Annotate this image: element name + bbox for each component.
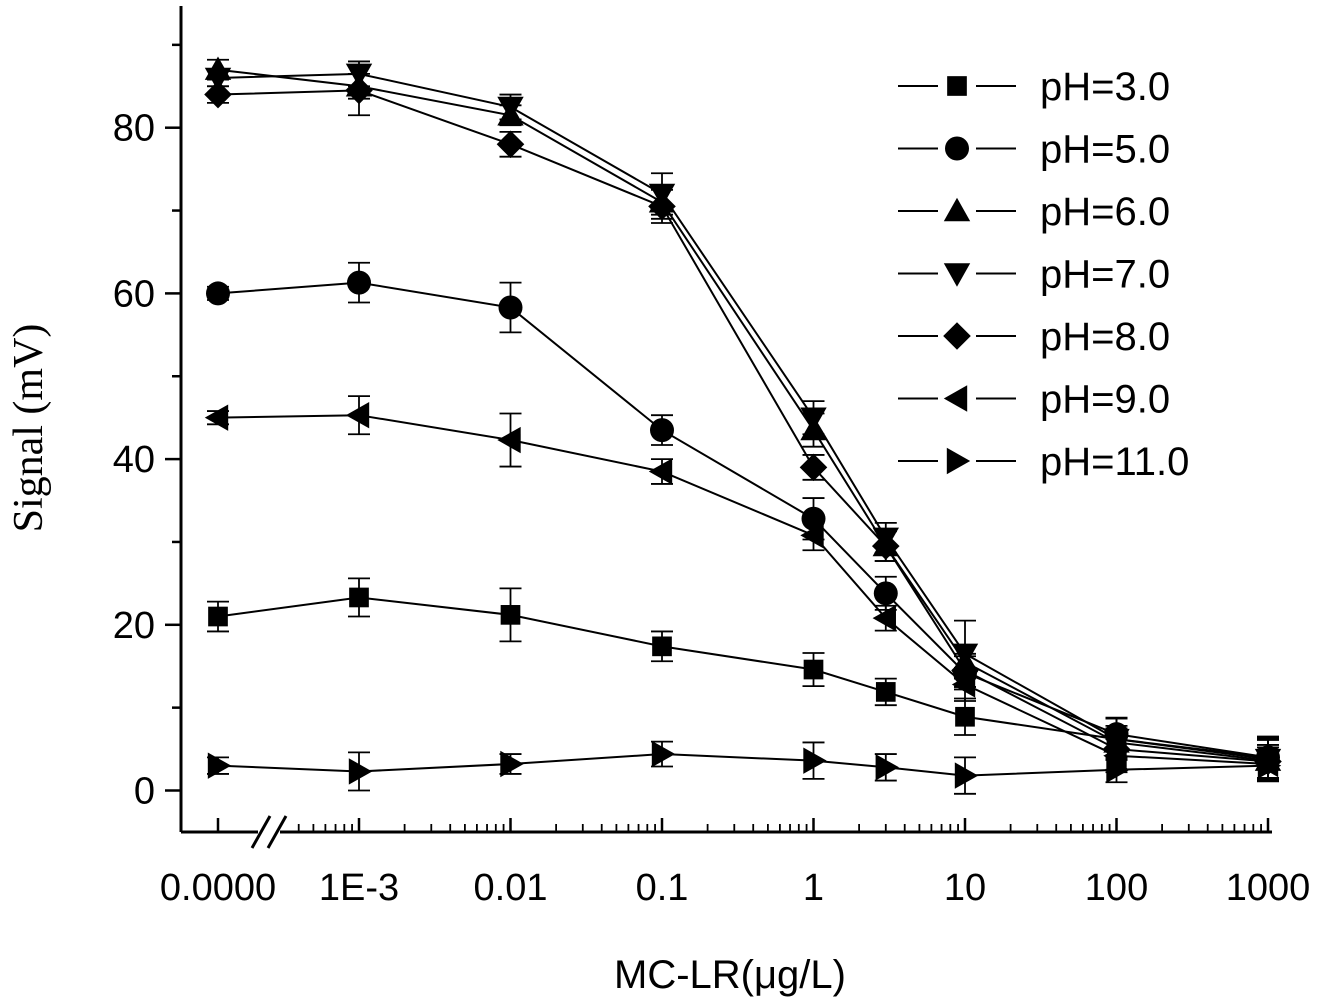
data-point — [204, 404, 229, 431]
data-point — [348, 758, 373, 785]
data-point — [800, 522, 824, 549]
data-point — [1106, 756, 1130, 783]
x-tick-label: 0.0000 — [160, 867, 276, 909]
data-point — [875, 754, 899, 781]
data-point — [872, 604, 896, 632]
data-point — [650, 418, 674, 443]
data-point — [652, 636, 672, 657]
legend-marker — [947, 76, 967, 96]
legend-item: pH=6.0 — [898, 190, 1170, 234]
data-point — [347, 270, 371, 295]
x-tick-label: 0.01 — [474, 867, 548, 909]
data-point — [208, 606, 228, 627]
legend-label: pH=8.0 — [1040, 315, 1170, 359]
x-tick-label: 1000 — [1226, 867, 1311, 909]
data-point — [871, 532, 900, 560]
data-point — [954, 762, 979, 789]
axis-break-mark — [266, 815, 288, 849]
series-ph-11-0 — [207, 740, 1282, 795]
y-axis-title: Signal (mV) — [6, 324, 52, 533]
data-point — [803, 747, 827, 774]
data-point — [955, 706, 975, 727]
legend-item: pH=8.0 — [898, 315, 1170, 359]
legend-item: pH=3.0 — [898, 65, 1170, 109]
legend-label: pH=6.0 — [1040, 190, 1170, 234]
data-point — [204, 67, 232, 92]
legend-label: pH=11.0 — [1040, 440, 1189, 484]
data-point — [500, 750, 524, 778]
data-point — [498, 295, 523, 320]
data-point — [800, 407, 827, 431]
legend-marker — [943, 322, 971, 350]
legend-label: pH=7.0 — [1040, 253, 1170, 297]
legend-label: pH=3.0 — [1040, 65, 1170, 109]
x-tick-label: 1E-3 — [319, 867, 399, 909]
x-tick-label: 0.1 — [636, 867, 689, 909]
data-point — [345, 401, 370, 429]
y-tick-label: 20 — [113, 605, 155, 647]
data-point — [349, 587, 369, 608]
x-tick-label: 10 — [944, 867, 986, 909]
legend-item: pH=7.0 — [898, 253, 1170, 297]
y-tick-label: 40 — [113, 439, 155, 481]
legend: pH=3.0 pH=5.0 pH=6.0 pH=7.0 pH=8.0 pH=9.0 pH=1… — [898, 65, 1189, 484]
legend-marker — [945, 136, 969, 161]
data-point — [875, 682, 896, 702]
legend-marker — [943, 197, 971, 222]
y-tick-label: 60 — [113, 273, 155, 315]
legend-item: pH=11.0 — [898, 440, 1189, 484]
legend-marker — [946, 447, 971, 475]
data-point — [500, 605, 521, 625]
data-point — [648, 458, 673, 485]
y-tick-label: 0 — [134, 771, 155, 813]
data-point — [206, 281, 230, 306]
data-point — [1257, 752, 1282, 779]
data-point — [497, 96, 524, 121]
series-layer — [204, 56, 1282, 795]
data-point — [1103, 742, 1127, 769]
x-tick-label: 1 — [803, 867, 824, 909]
legend-item: pH=5.0 — [898, 128, 1170, 172]
data-point — [207, 752, 232, 779]
data-point — [799, 453, 828, 482]
axes: 0 20 40 60 80 0.0000 1E-3 0.01 0.1 1 10 100 1000 — [113, 6, 1311, 909]
x-axis-title: MC-LR(μg/L) — [614, 953, 846, 997]
data-point — [648, 192, 676, 221]
legend-label: pH=9.0 — [1040, 378, 1170, 422]
data-point — [496, 130, 525, 159]
data-point — [873, 581, 898, 606]
legend-marker — [943, 263, 971, 287]
data-point — [651, 740, 676, 768]
axis-break-mark — [250, 815, 272, 849]
x-tick-label: 100 — [1085, 867, 1148, 909]
y-tick-label: 80 — [113, 108, 155, 150]
data-point — [951, 671, 976, 698]
legend-label: pH=5.0 — [1040, 128, 1170, 172]
data-point — [803, 659, 824, 680]
legend-item: pH=9.0 — [898, 378, 1170, 422]
data-point — [345, 76, 373, 105]
legend-marker — [943, 385, 968, 412]
data-point — [497, 426, 521, 454]
data-point — [204, 80, 232, 109]
